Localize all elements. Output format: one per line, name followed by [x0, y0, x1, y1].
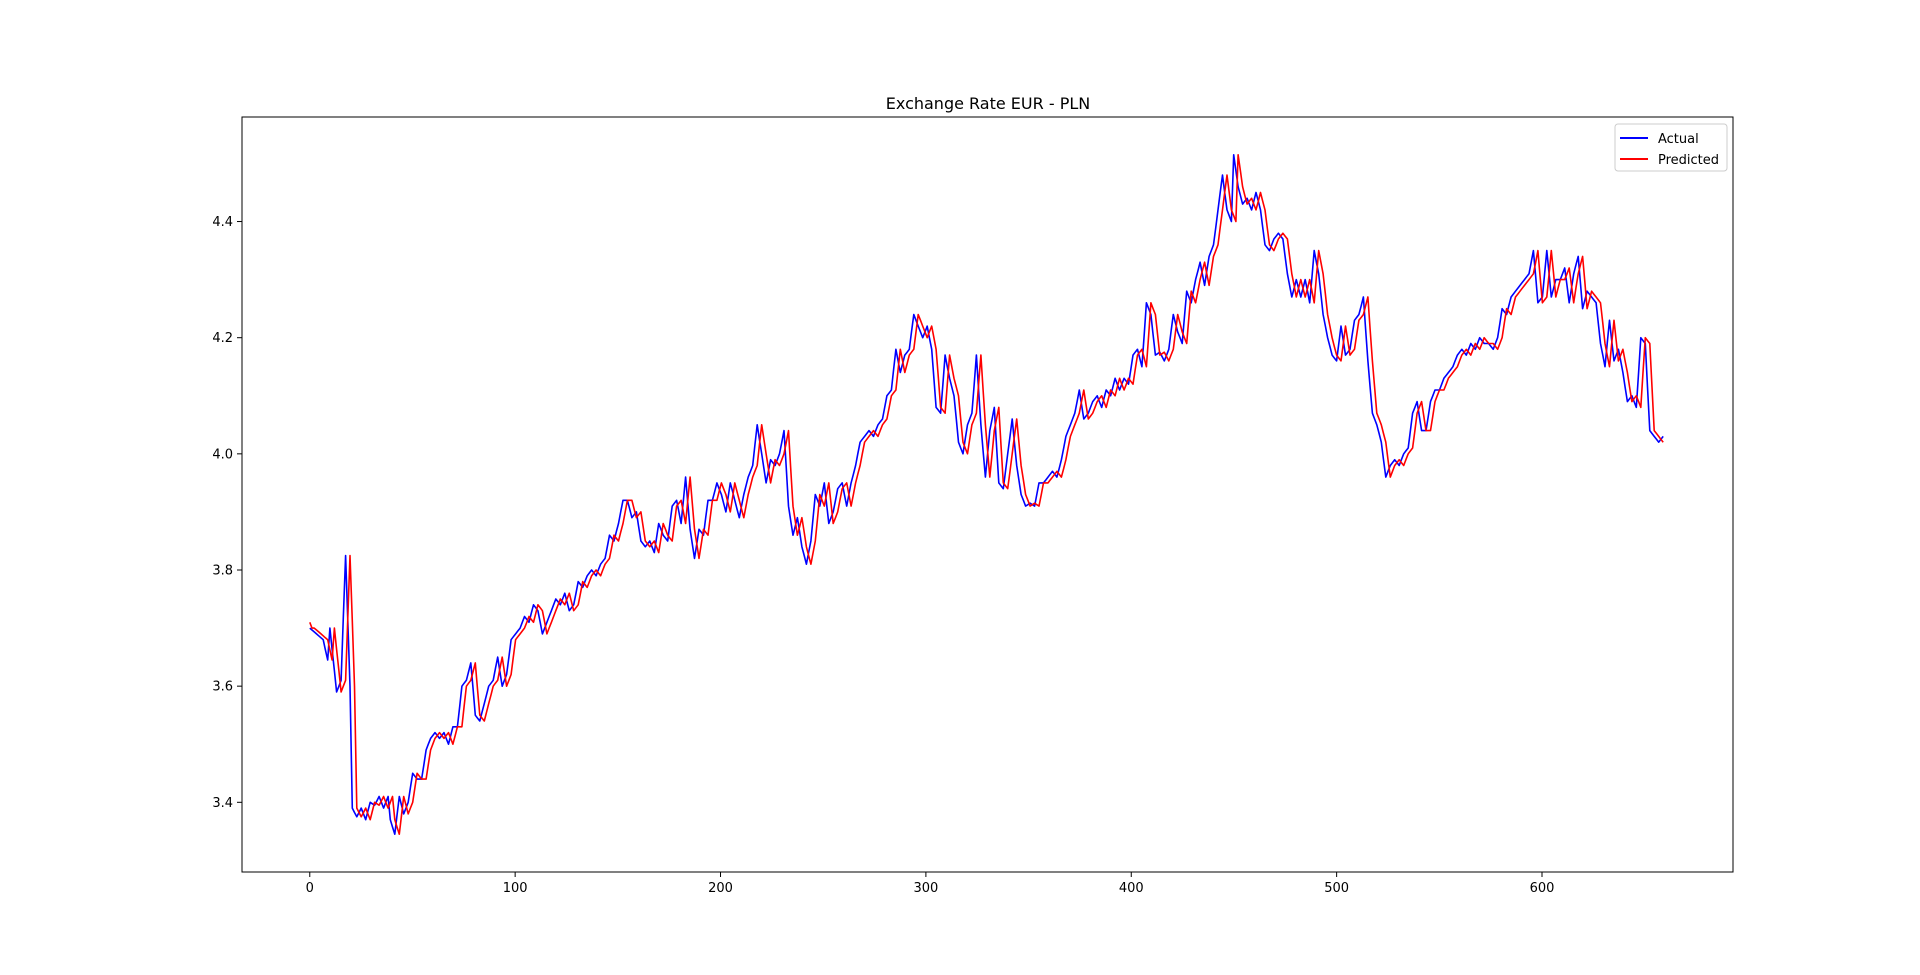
series-line-actual — [309, 154, 1664, 836]
y-tick-label: 3.8 — [212, 564, 233, 579]
plot-area — [241, 116, 1734, 873]
x-tick-label: 600 — [1530, 881, 1555, 896]
legend-label-predicted: Predicted — [1658, 153, 1719, 168]
y-tick-label: 4.0 — [212, 447, 233, 462]
x-tick-label: 100 — [503, 881, 528, 896]
x-tick-label: 300 — [913, 881, 938, 896]
y-tick-label: 3.4 — [212, 796, 233, 811]
x-tick-label: 500 — [1324, 881, 1349, 896]
chart-title: Exchange Rate EUR - PLN — [886, 94, 1090, 113]
y-tick-label: 4.2 — [212, 331, 233, 346]
legend: Actual Predicted — [1614, 123, 1728, 172]
x-axis: 0 100 200 300 400 500 600 — [306, 872, 1555, 896]
y-axis: 3.4 3.6 3.8 4.0 4.2 4.4 — [212, 215, 242, 811]
series-layer — [309, 154, 1664, 836]
legend-label-actual: Actual — [1658, 132, 1699, 147]
y-tick-label: 4.4 — [212, 215, 233, 230]
y-tick-label: 3.6 — [212, 680, 233, 695]
x-tick-label: 0 — [306, 881, 314, 896]
x-tick-label: 400 — [1119, 881, 1144, 896]
series-line-predicted — [309, 154, 1664, 836]
x-tick-label: 200 — [708, 881, 733, 896]
